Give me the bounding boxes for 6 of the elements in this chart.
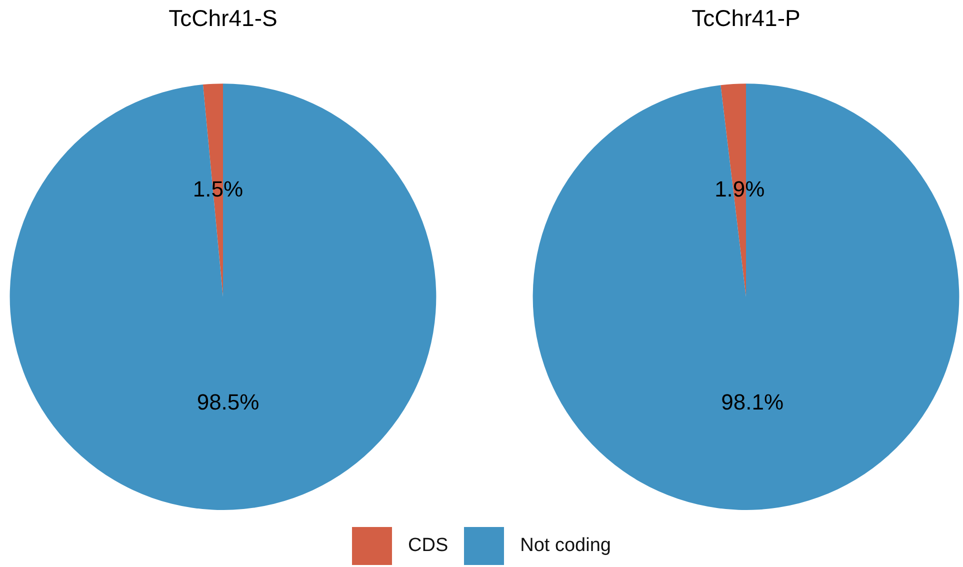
chart-title: TcChr41-P [692,5,800,32]
data-label: 98.1% [721,389,784,414]
legend-label: Not coding [520,535,611,557]
legend-label: CDS [408,535,448,557]
data-label: 98.5% [196,389,260,414]
chart-title: TcChr41-S [168,5,278,32]
